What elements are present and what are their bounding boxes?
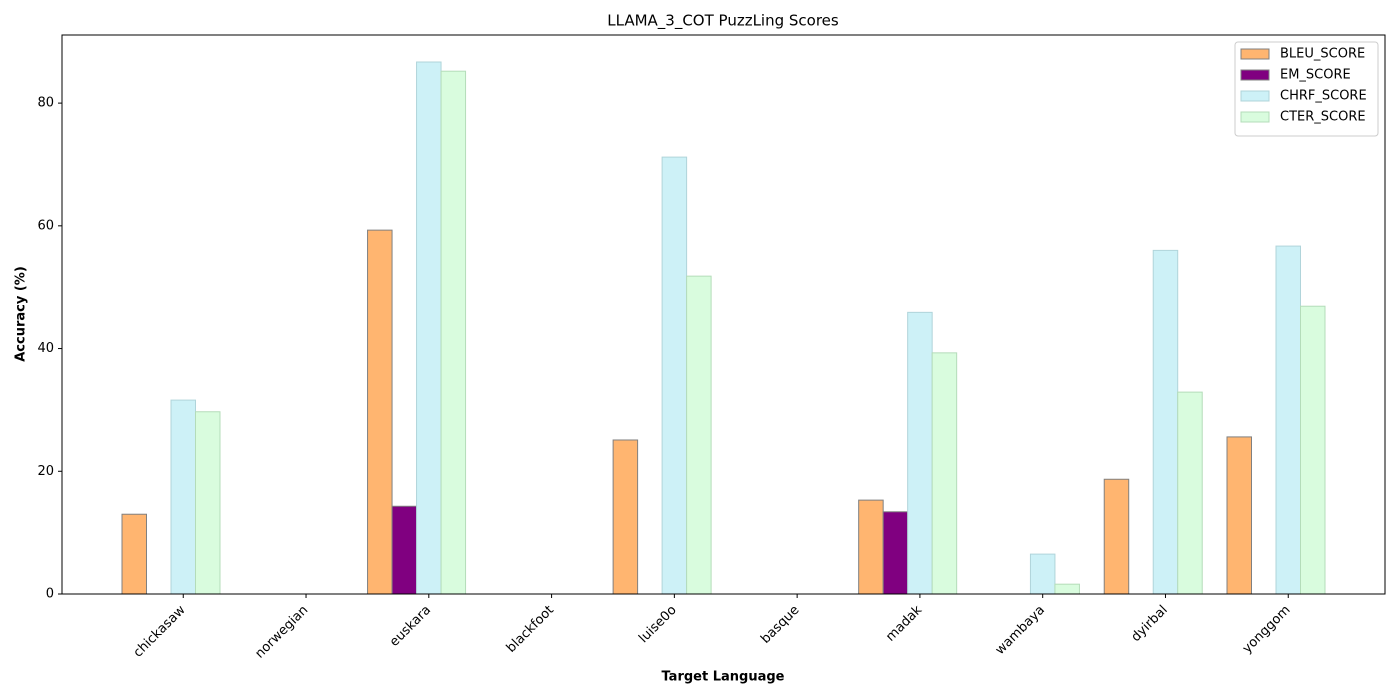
- chart-title: LLAMA_3_COT PuzzLing Scores: [607, 12, 839, 31]
- legend-label: EM_SCORE: [1280, 68, 1351, 83]
- bar: [907, 311, 933, 595]
- legend-box: [1234, 41, 1379, 137]
- x-tick-label: chickasaw: [131, 602, 189, 660]
- bar: [1152, 249, 1179, 595]
- bar: [1029, 553, 1056, 595]
- bar: [195, 411, 221, 595]
- legend-swatch: [1240, 111, 1270, 123]
- bar: [1054, 583, 1080, 595]
- legend-label: BLEU_SCORE: [1280, 47, 1365, 62]
- plot-frame: [61, 34, 1386, 595]
- x-tick-label: yonggom: [1240, 603, 1294, 657]
- bar: [416, 61, 442, 595]
- bar: [661, 156, 688, 595]
- bar: [882, 511, 909, 595]
- legend-swatch: [1240, 90, 1270, 102]
- x-tick-label: wambaya: [993, 603, 1048, 658]
- x-axis-label: Target Language: [661, 670, 784, 685]
- x-tick-label: blackfoot: [504, 603, 557, 656]
- x-tick-label: norwegian: [252, 603, 311, 662]
- bar: [858, 499, 884, 595]
- bar: [1226, 436, 1252, 595]
- x-tick-label: basque: [758, 603, 802, 647]
- bar: [121, 513, 147, 595]
- x-tick-label: euskara: [387, 603, 434, 650]
- bar: [1177, 391, 1203, 595]
- bar: [1103, 478, 1130, 595]
- bar: [367, 229, 393, 595]
- bar: [1300, 305, 1326, 595]
- y-tick-label: 80: [37, 96, 54, 111]
- bar: [686, 275, 712, 595]
- x-tick-label: madak: [883, 602, 925, 644]
- y-tick-label: 60: [37, 218, 54, 233]
- y-tick-label: 40: [37, 341, 54, 356]
- legend-label: CHRF_SCORE: [1280, 89, 1367, 104]
- y-tick-label: 20: [37, 464, 54, 479]
- bar: [391, 505, 418, 595]
- x-tick-label: dyirbal: [1129, 603, 1171, 645]
- bar: [931, 352, 958, 595]
- legend-swatch: [1240, 48, 1270, 60]
- bar: [440, 70, 467, 595]
- bar: [170, 399, 196, 595]
- legend-label: CTER_SCORE: [1280, 110, 1366, 125]
- x-tick-label: luise0o: [636, 603, 679, 646]
- bar: [1275, 245, 1301, 595]
- y-axis-label: Accuracy (%): [14, 266, 29, 362]
- legend-swatch: [1240, 69, 1270, 81]
- bar: [612, 439, 639, 595]
- y-tick-label: 0: [46, 587, 54, 602]
